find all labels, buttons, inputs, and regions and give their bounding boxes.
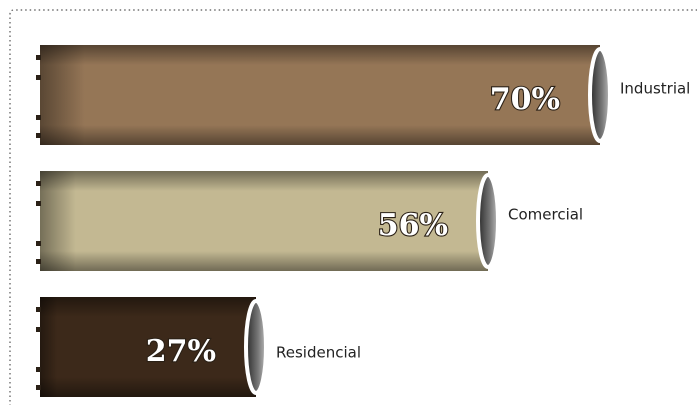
- pixel-notch: [36, 259, 41, 264]
- pipe-end: [476, 173, 500, 269]
- category-label: Industrial: [620, 80, 690, 98]
- pixel-notch: [36, 307, 41, 312]
- pixel-notch: [36, 327, 41, 332]
- pixel-notch: [36, 133, 41, 138]
- pipe-end: [244, 299, 268, 395]
- pixel-notch: [36, 385, 41, 390]
- value-label: 56%: [378, 208, 448, 243]
- pixel-notch: [36, 75, 41, 80]
- bar-shade: [40, 171, 488, 271]
- pixel-notch: [36, 181, 41, 186]
- frame: [9, 9, 697, 405]
- value-label: 27%: [146, 334, 216, 369]
- category-label: Comercial: [508, 206, 583, 224]
- pixel-notch: [36, 201, 41, 206]
- category-label: Residencial: [276, 344, 361, 362]
- pixel-notch: [36, 367, 41, 372]
- bar-shade: [40, 45, 600, 145]
- bar-shade: [40, 297, 256, 397]
- value-label: 70%: [490, 82, 560, 117]
- pixel-notch: [36, 241, 41, 246]
- bars: 70% Industrial 56% Comercial 27% Residencial: [36, 45, 690, 397]
- pipe-end: [588, 47, 612, 143]
- pixel-notch: [36, 115, 41, 120]
- pixel-notch: [36, 55, 41, 60]
